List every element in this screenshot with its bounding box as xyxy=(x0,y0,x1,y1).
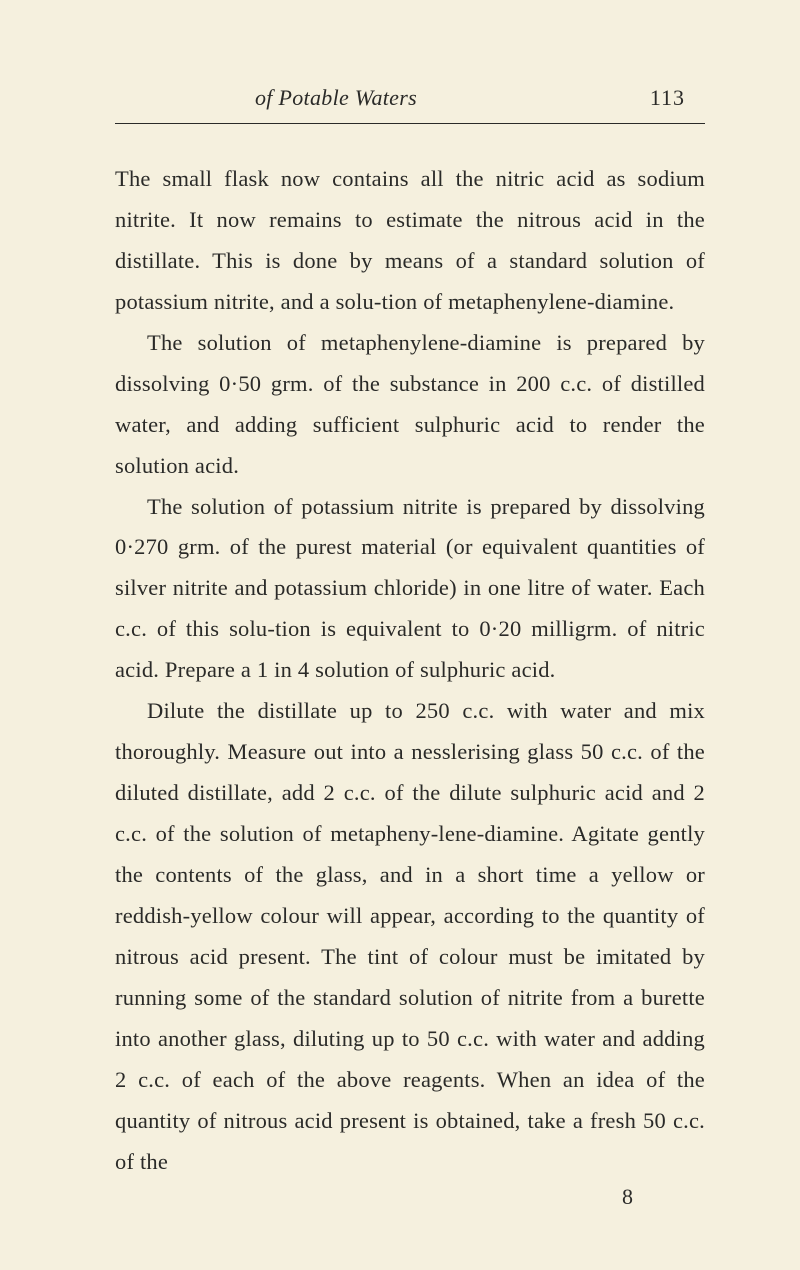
paragraph: The solution of metaphenylene-diamine is… xyxy=(115,323,705,487)
book-page: of Potable Waters 113 The small flask no… xyxy=(0,0,800,1270)
body-text: The small flask now contains all the nit… xyxy=(115,159,705,1182)
page-number: 113 xyxy=(650,85,685,111)
running-title: of Potable Waters xyxy=(255,85,417,111)
header-rule xyxy=(115,123,705,124)
paragraph: Dilute the distillate up to 250 c.c. wit… xyxy=(115,691,705,1182)
signature-number: 8 xyxy=(115,1184,705,1210)
page-header: of Potable Waters 113 xyxy=(115,85,705,111)
paragraph: The solution of potassium nitrite is pre… xyxy=(115,487,705,692)
paragraph: The small flask now contains all the nit… xyxy=(115,159,705,323)
